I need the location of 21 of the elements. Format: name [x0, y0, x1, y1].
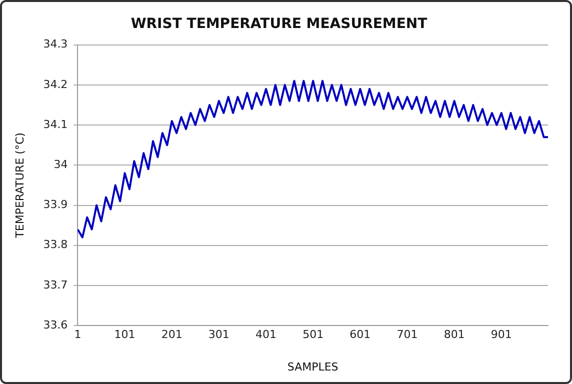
- x-tick-label: 901: [490, 328, 512, 342]
- y-tick-label: 33.6: [43, 318, 68, 332]
- x-tick-label: 101: [114, 328, 136, 342]
- x-tick-label: 401: [256, 328, 277, 342]
- y-tick-label: 33.7: [43, 278, 68, 292]
- y-tick-label: 34.1: [43, 118, 68, 131]
- x-tick-label: 1: [74, 328, 82, 342]
- y-tick-label: 33.8: [43, 238, 68, 252]
- x-tick-label: 601: [350, 328, 371, 342]
- x-tick-label: 301: [208, 328, 230, 342]
- y-tick-label: 34.2: [43, 78, 68, 91]
- y-tick-label: 34: [54, 158, 68, 171]
- y-tick-label: 34.3: [43, 38, 68, 51]
- x-tick-label: 201: [161, 328, 182, 342]
- y-axis-title: TEMPERATURE (°C): [13, 132, 26, 239]
- x-axis-title: SAMPLES: [287, 360, 338, 374]
- chart-title: WRIST TEMPERATURE MEASUREMENT: [130, 16, 428, 32]
- x-tick-label: 701: [396, 328, 418, 342]
- x-tick-label: 501: [302, 328, 324, 342]
- x-tick-label: 801: [444, 328, 465, 342]
- y-tick-label: 33.9: [43, 198, 68, 212]
